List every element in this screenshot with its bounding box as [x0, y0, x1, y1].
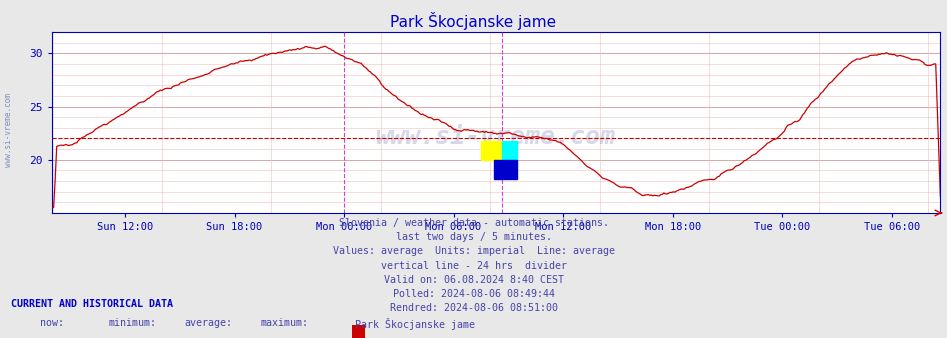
Text: Valid on: 06.08.2024 8:40 CEST: Valid on: 06.08.2024 8:40 CEST [384, 275, 563, 285]
Polygon shape [481, 141, 502, 160]
Text: now:: now: [40, 318, 63, 328]
Text: last two days / 5 minutes.: last two days / 5 minutes. [396, 232, 551, 242]
Text: Slovenia / weather data - automatic stations.: Slovenia / weather data - automatic stat… [338, 218, 609, 228]
Polygon shape [502, 141, 517, 160]
Text: CURRENT AND HISTORICAL DATA: CURRENT AND HISTORICAL DATA [11, 299, 173, 309]
Text: average:: average: [185, 318, 233, 328]
Text: www.si-vreme.com: www.si-vreme.com [4, 93, 13, 167]
Text: Polled: 2024-08-06 08:49:44: Polled: 2024-08-06 08:49:44 [392, 289, 555, 299]
Text: maximum:: maximum: [260, 318, 309, 328]
Text: Rendred: 2024-08-06 08:51:00: Rendred: 2024-08-06 08:51:00 [389, 303, 558, 313]
Text: vertical line - 24 hrs  divider: vertical line - 24 hrs divider [381, 261, 566, 271]
Text: Park Škocjanske jame: Park Škocjanske jame [390, 12, 557, 30]
Text: Park Škocjanske jame: Park Škocjanske jame [355, 318, 475, 330]
Text: minimum:: minimum: [109, 318, 157, 328]
Polygon shape [493, 160, 517, 179]
Text: Values: average  Units: imperial  Line: average: Values: average Units: imperial Line: av… [332, 246, 615, 257]
Text: www.si-vreme.com: www.si-vreme.com [376, 125, 616, 149]
